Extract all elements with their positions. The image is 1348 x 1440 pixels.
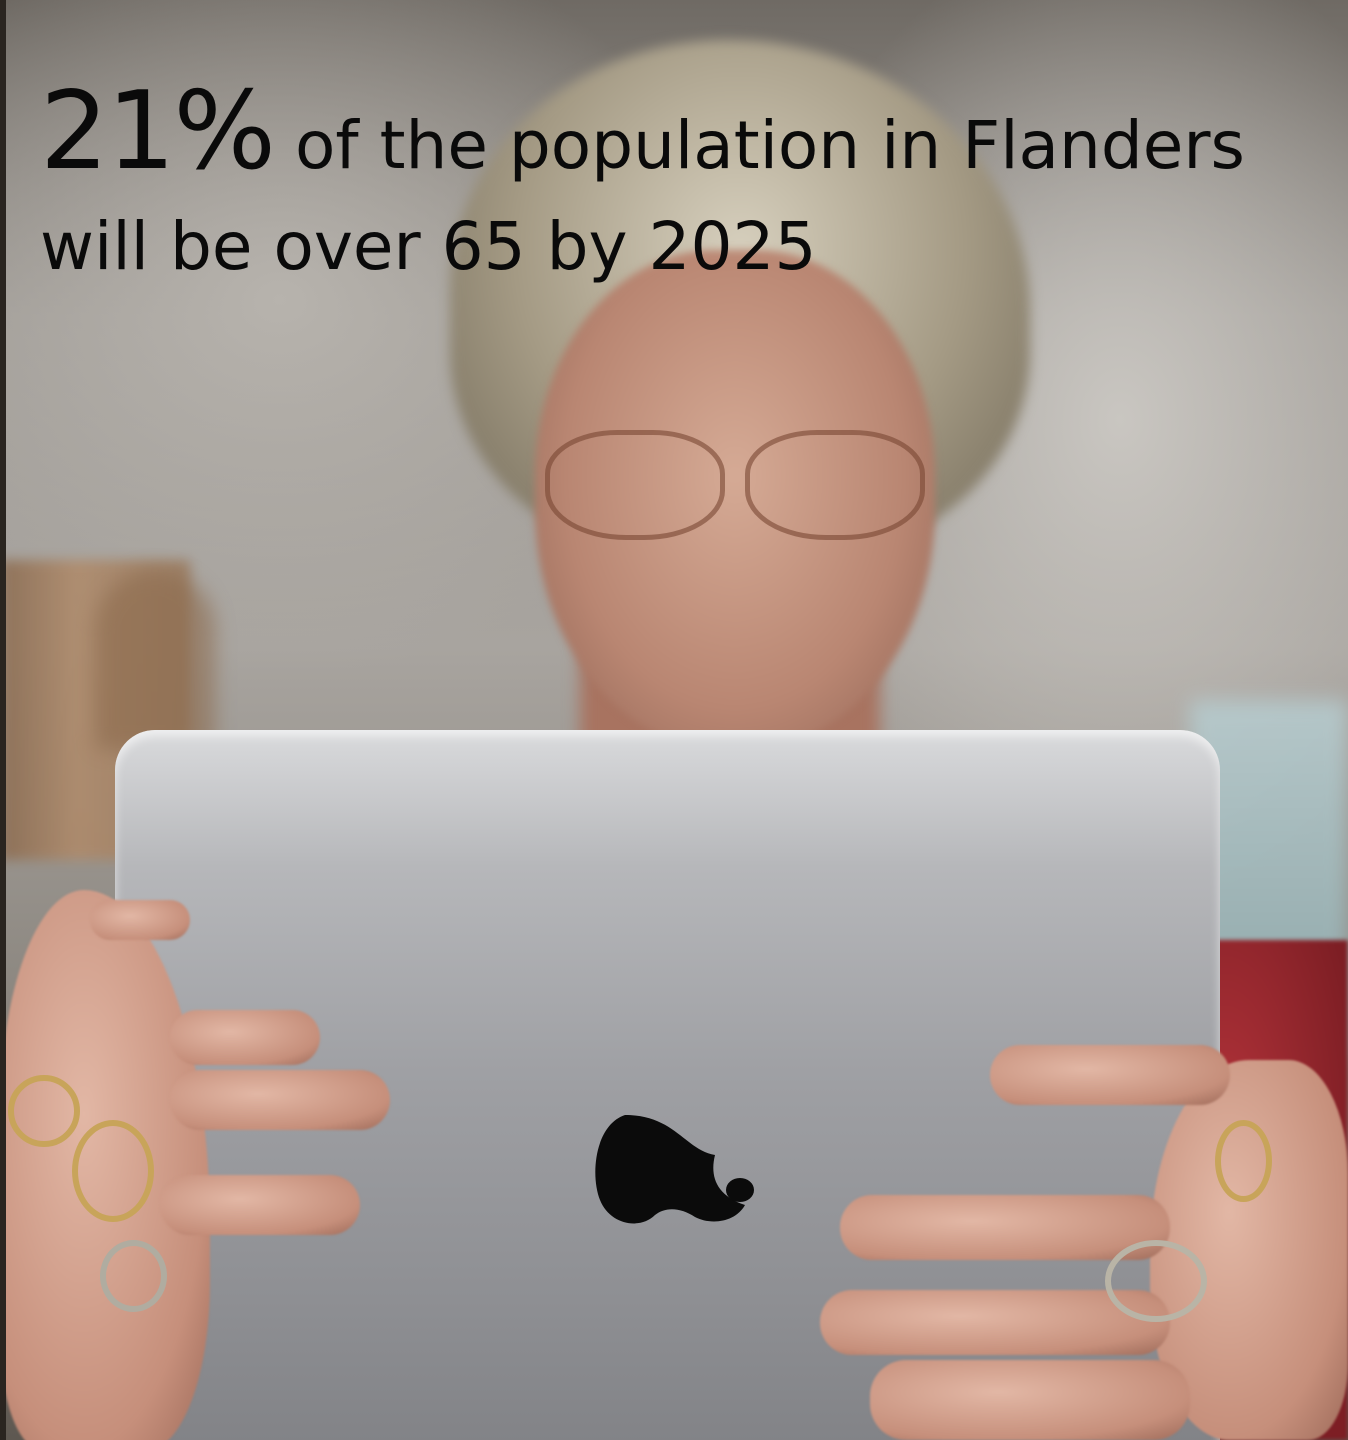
eyeglasses [545, 430, 925, 540]
left-finger [160, 1175, 360, 1235]
caption-line-2: will be over 65 by 2025 [40, 208, 817, 285]
statistic-caption: 21% of the population in Flanders will b… [40, 78, 1340, 286]
right-finger [990, 1045, 1230, 1105]
apple-logo-icon [595, 1115, 754, 1224]
caption-line-1-text: of the population in Flanders [274, 107, 1245, 184]
background-arch [95, 570, 215, 750]
left-finger [170, 1070, 390, 1130]
stat-percentage: 21% [40, 69, 276, 194]
ring [1215, 1120, 1272, 1202]
right-finger [870, 1360, 1190, 1440]
left-border [0, 0, 6, 1440]
ring [72, 1120, 154, 1222]
ring [100, 1240, 167, 1312]
right-finger [840, 1195, 1170, 1260]
caption-line-1: 21% of the population in Flanders [40, 78, 1340, 186]
ring [8, 1075, 80, 1147]
left-finger [170, 1010, 320, 1065]
left-finger [90, 900, 190, 940]
ring [1105, 1240, 1207, 1322]
